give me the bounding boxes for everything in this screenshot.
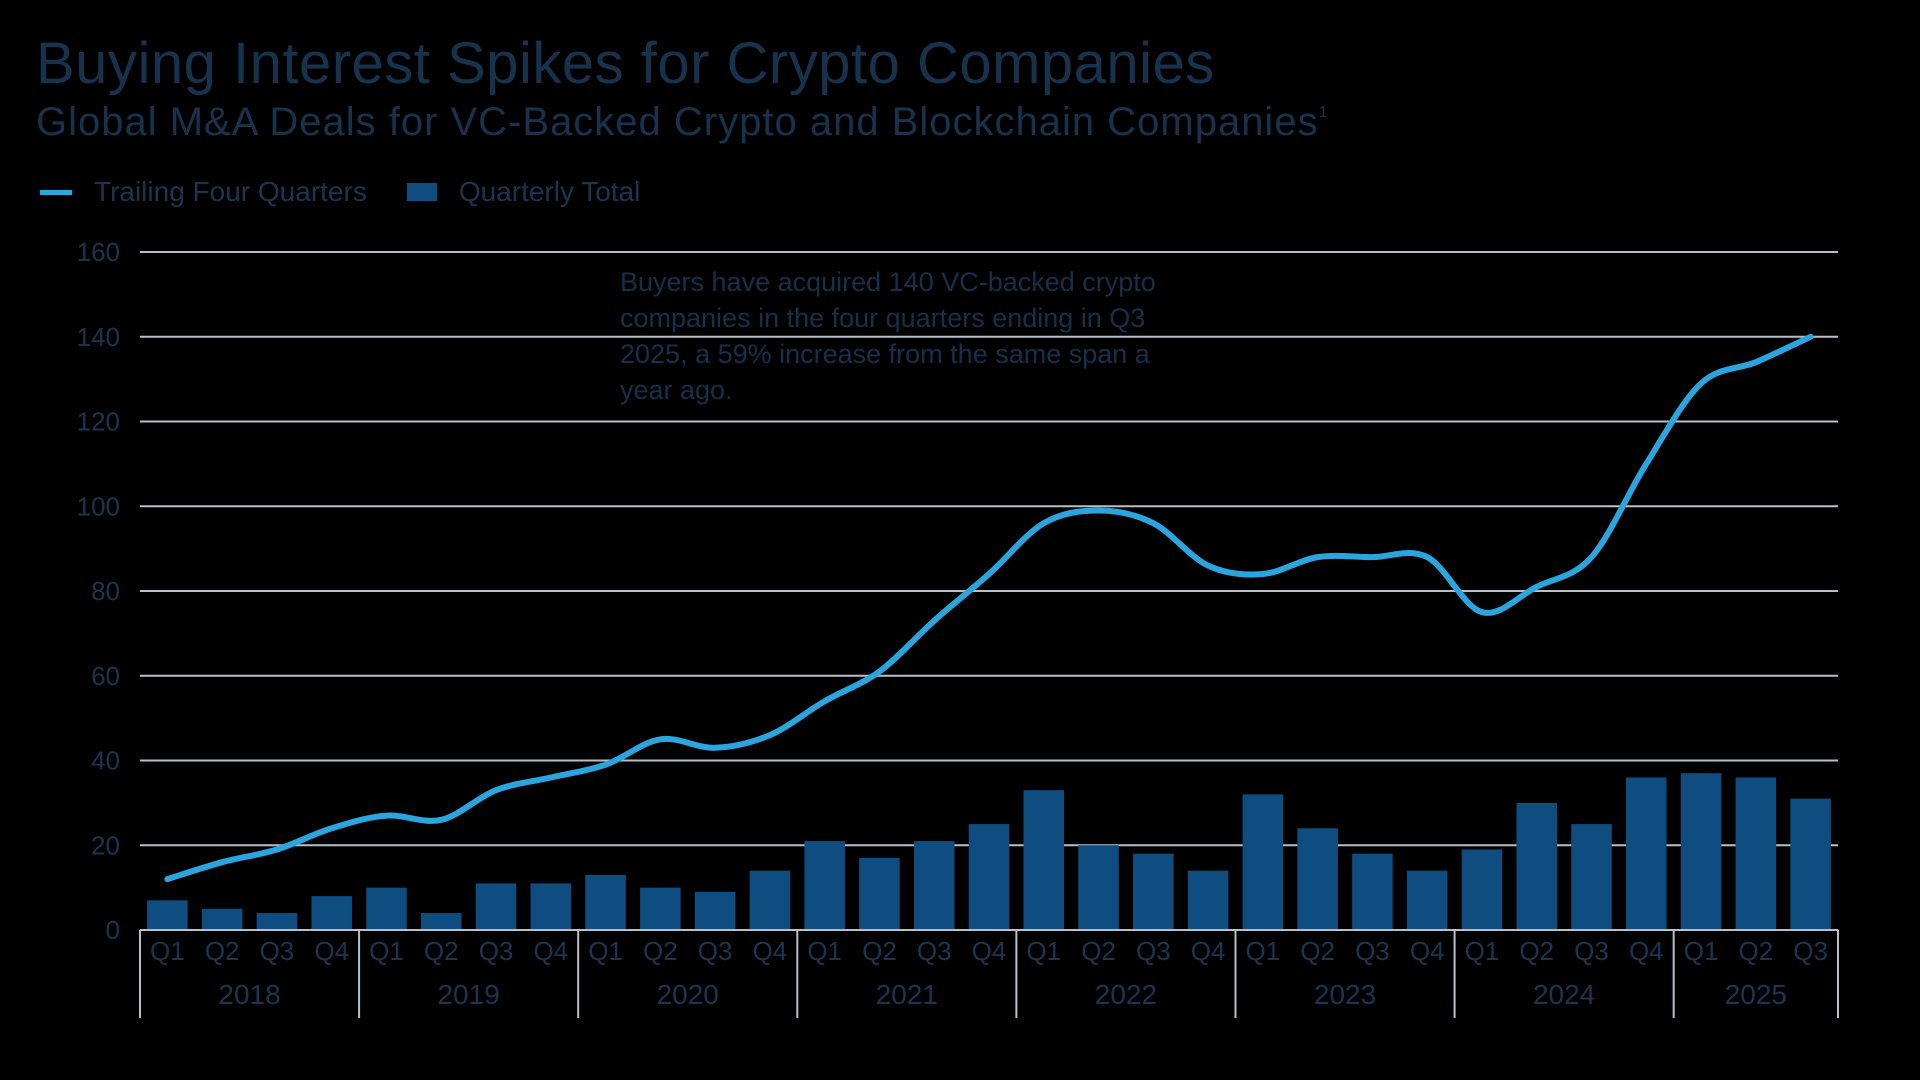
x-tick-label-22: Q3 (1355, 936, 1390, 966)
x-tick-label-4: Q1 (369, 936, 404, 966)
bar-18 (1133, 853, 1174, 930)
bar-22 (1352, 853, 1393, 930)
x-tick-label-27: Q4 (1629, 936, 1664, 966)
bar-30 (1790, 798, 1831, 930)
subtitle-footnote-marker: 1 (1318, 104, 1329, 121)
bar-7 (530, 883, 572, 930)
bar-25 (1516, 802, 1558, 930)
x-tick-label-24: Q1 (1465, 936, 1500, 966)
x-tick-label-8: Q1 (588, 936, 623, 966)
year-label-2020: 2020 (657, 979, 719, 1010)
year-label-2025: 2025 (1725, 979, 1787, 1010)
year-label-2021: 2021 (876, 979, 938, 1010)
x-tick-label-0: Q1 (150, 936, 185, 966)
y-tick-label-100: 100 (77, 491, 120, 521)
year-label-2019: 2019 (437, 979, 499, 1010)
chart-title: Buying Interest Spikes for Crypto Compan… (36, 31, 1215, 96)
x-tick-label-29: Q2 (1738, 936, 1773, 966)
bar-15 (968, 824, 1010, 930)
y-tick-label-120: 120 (77, 407, 120, 437)
y-tick-label-20: 20 (91, 830, 120, 860)
y-tick-label-160: 160 (77, 237, 120, 267)
bar-19 (1187, 870, 1229, 930)
x-tick-label-23: Q4 (1410, 936, 1445, 966)
bar-8 (585, 874, 626, 930)
x-tick-label-30: Q3 (1793, 936, 1828, 966)
bar-3 (311, 896, 352, 930)
chart-subtitle: Global M&A Deals for VC-Backed Crypto an… (36, 100, 1328, 145)
year-label-2022: 2022 (1095, 979, 1157, 1010)
bar-0 (147, 900, 188, 930)
bar-11 (749, 870, 791, 930)
bar-14 (913, 841, 955, 930)
chart-subtitle-text: Global M&A Deals for VC-Backed Crypto an… (36, 100, 1319, 144)
bar-10 (694, 891, 736, 930)
bar-20 (1242, 794, 1284, 930)
legend-bar-label: Quarterly Total (458, 176, 641, 207)
x-tick-label-1: Q2 (205, 936, 240, 966)
legend-line-swatch (40, 189, 72, 195)
x-tick-label-17: Q2 (1081, 936, 1116, 966)
bar-12 (804, 841, 845, 930)
x-tick-label-19: Q4 (1191, 936, 1226, 966)
bar-23 (1406, 870, 1448, 930)
bar-4 (366, 887, 407, 930)
y-tick-label-80: 80 (91, 576, 120, 606)
bar-6 (475, 883, 517, 930)
x-tick-label-13: Q2 (862, 936, 897, 966)
x-tick-label-12: Q1 (807, 936, 842, 966)
bar-27 (1626, 777, 1667, 930)
chart-annotation: Buyers have acquired 140 VC-backed crypt… (620, 267, 1156, 405)
legend-line-label: Trailing Four Quarters (94, 176, 367, 207)
bar-28 (1680, 773, 1722, 930)
x-tick-label-2: Q3 (260, 936, 295, 966)
x-tick-label-25: Q2 (1519, 936, 1554, 966)
x-tick-label-16: Q1 (1026, 936, 1061, 966)
x-tick-label-11: Q4 (753, 936, 788, 966)
year-label-2018: 2018 (218, 979, 280, 1010)
bar-26 (1571, 824, 1612, 930)
bar-1 (201, 908, 243, 930)
legend-bar-swatch (406, 183, 437, 201)
year-label-2024: 2024 (1533, 979, 1595, 1010)
x-tick-label-10: Q3 (698, 936, 733, 966)
bar-17 (1078, 845, 1119, 930)
x-tick-label-15: Q4 (972, 936, 1007, 966)
y-tick-label-140: 140 (77, 322, 120, 352)
x-tick-label-5: Q2 (424, 936, 459, 966)
bar-2 (256, 913, 298, 930)
x-tick-label-20: Q1 (1246, 936, 1281, 966)
bar-29 (1735, 777, 1777, 930)
x-tick-label-3: Q4 (314, 936, 349, 966)
x-tick-label-6: Q3 (479, 936, 514, 966)
bar-16 (1023, 790, 1065, 930)
trailing-four-quarters-line (164, 333, 1814, 883)
x-tick-label-28: Q1 (1684, 936, 1719, 966)
x-tick-label-9: Q2 (643, 936, 678, 966)
year-label-2023: 2023 (1314, 979, 1376, 1010)
y-tick-label-40: 40 (91, 746, 120, 776)
x-tick-label-21: Q2 (1300, 936, 1335, 966)
chart-legend: Trailing Four Quarters Quarterly Total (40, 176, 640, 208)
bar-24 (1461, 849, 1503, 930)
x-tick-label-26: Q3 (1574, 936, 1609, 966)
bar-5 (420, 913, 462, 930)
x-tick-label-18: Q3 (1136, 936, 1171, 966)
y-tick-label-0: 0 (106, 915, 120, 945)
x-tick-label-7: Q4 (533, 936, 568, 966)
bar-13 (859, 857, 900, 930)
x-tick-label-14: Q3 (917, 936, 952, 966)
bar-9 (640, 887, 681, 930)
y-tick-label-60: 60 (91, 661, 120, 691)
bar-21 (1297, 828, 1338, 930)
